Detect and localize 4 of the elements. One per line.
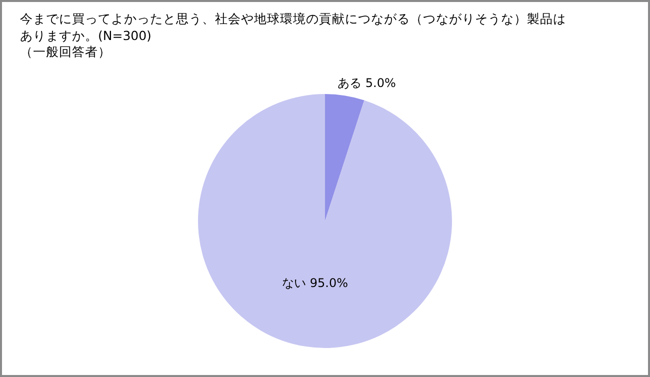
slice-label: ある 5.0% [338, 76, 396, 90]
slice-label: ない 95.0% [282, 276, 348, 290]
chart-title: 今までに買ってよかったと思う、社会や地球環境の貢献につながる（つながりそうな）製品はありますか。(N=300) [20, 10, 567, 44]
text: （一般回答者） [20, 44, 111, 61]
